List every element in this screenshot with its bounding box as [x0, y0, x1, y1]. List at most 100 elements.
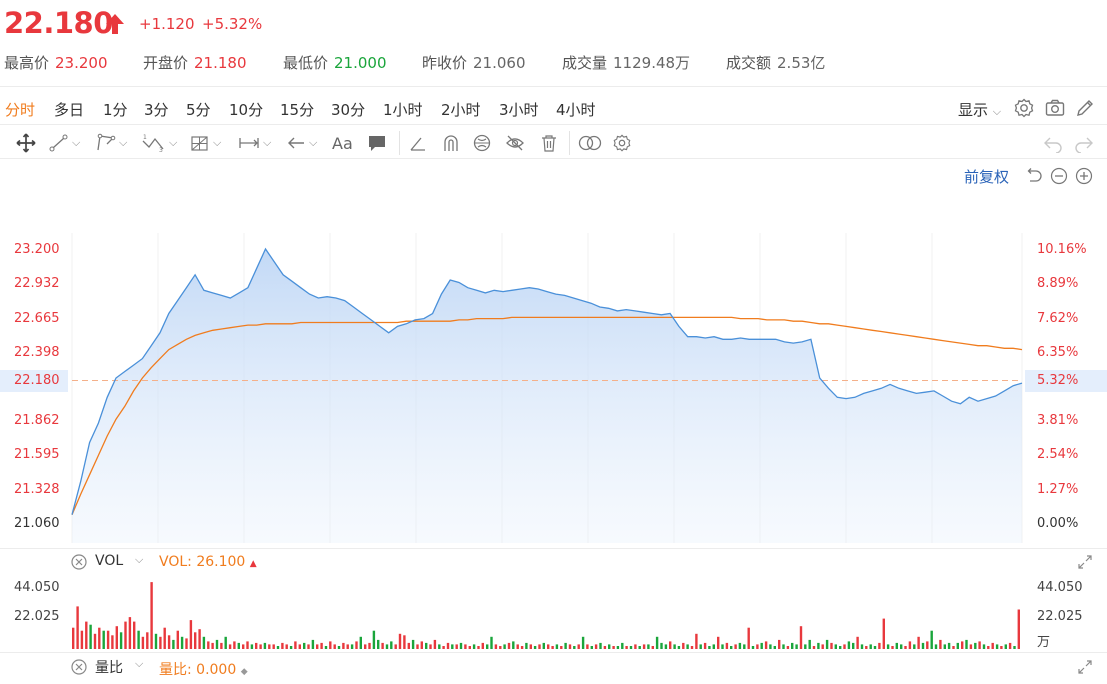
- volume-bar: [512, 641, 515, 649]
- arrow-tool[interactable]: ⌵: [285, 133, 317, 153]
- vol-indicator-value: VOL: 26.100 ▲: [159, 554, 257, 570]
- tab-multi-day[interactable]: 多日: [54, 101, 85, 119]
- volume-bar: [560, 646, 563, 649]
- tab-1min[interactable]: 1分: [103, 101, 128, 119]
- volume-bar: [359, 636, 362, 649]
- tab-2hour[interactable]: 2小时: [441, 101, 481, 119]
- stat-low: 最低价 21.000: [283, 52, 387, 73]
- pencil-icon[interactable]: [1074, 97, 1096, 119]
- volume-bar: [146, 632, 149, 649]
- volume-bar: [285, 644, 288, 649]
- divider: [0, 652, 1107, 653]
- lock-drawings-tool[interactable]: [471, 133, 493, 153]
- volume-bar: [917, 636, 920, 649]
- volume-bar: [420, 641, 423, 649]
- volume-bar: [660, 642, 663, 649]
- camera-icon[interactable]: [1044, 97, 1066, 119]
- volume-chart[interactable]: [0, 578, 1107, 652]
- volume-bar: [799, 626, 803, 649]
- range-tool[interactable]: ⌵: [237, 133, 271, 153]
- stat-label: 成交量: [562, 54, 608, 72]
- tab-intraday[interactable]: 分时: [5, 101, 36, 119]
- tab-15min[interactable]: 15分: [280, 101, 315, 119]
- expand-icon[interactable]: [1076, 658, 1094, 676]
- volume-bar: [987, 646, 990, 649]
- expand-icon[interactable]: [1076, 553, 1094, 571]
- volume-bar: [324, 646, 328, 649]
- measure-tool[interactable]: ⌵: [189, 133, 221, 153]
- compare-tool[interactable]: [577, 133, 603, 153]
- volume-bar: [185, 638, 188, 649]
- volume-bar: [725, 642, 729, 649]
- stat-value: 21.180: [194, 54, 247, 72]
- zoom-in-icon[interactable]: [1074, 166, 1094, 186]
- trendline-tool[interactable]: ⌵: [48, 133, 80, 153]
- hide-drawings-tool[interactable]: [504, 133, 526, 153]
- tab-5min[interactable]: 5分: [186, 101, 211, 119]
- undo-button[interactable]: [1042, 133, 1064, 153]
- volume-bar: [490, 636, 493, 649]
- lock-icon: [473, 134, 491, 152]
- divider: [0, 86, 1107, 87]
- intraday-price-chart[interactable]: [0, 225, 1107, 545]
- volume-bar: [599, 642, 602, 649]
- magnet-tool[interactable]: [440, 133, 462, 153]
- volume-bar: [542, 642, 545, 649]
- volume-bar: [947, 642, 951, 649]
- volume-bar: [350, 644, 354, 649]
- volume-bar: [1008, 642, 1012, 649]
- volume-bar: [677, 646, 681, 649]
- reset-icon[interactable]: [1024, 166, 1044, 186]
- volume-bar: [385, 644, 389, 649]
- close-indicator-icon[interactable]: [70, 658, 88, 676]
- chevron-down-icon[interactable]: ⌵: [135, 657, 144, 670]
- angle-tool[interactable]: [408, 133, 428, 153]
- volume-bar: [211, 642, 214, 649]
- volume-bar: [586, 644, 589, 649]
- tab-3hour[interactable]: 3小时: [499, 101, 539, 119]
- zoom-out-icon[interactable]: [1049, 166, 1069, 186]
- volume-bar: [695, 633, 698, 649]
- volume-bar: [982, 644, 986, 649]
- tab-3min[interactable]: 3分: [144, 101, 169, 119]
- volume-bar: [717, 636, 720, 649]
- volume-bar: [782, 644, 785, 649]
- settings-icon[interactable]: [1013, 97, 1035, 119]
- volume-bar: [904, 646, 907, 649]
- move-tool[interactable]: [14, 133, 38, 153]
- price-axis-label: 22.932: [14, 276, 60, 291]
- close-indicator-icon[interactable]: [70, 553, 88, 571]
- volume-bar: [956, 642, 959, 649]
- tab-1hour[interactable]: 1小时: [383, 101, 423, 119]
- text-tool[interactable]: Aa: [332, 133, 353, 153]
- tab-30min[interactable]: 30分: [331, 101, 366, 119]
- redo-button[interactable]: [1073, 133, 1095, 153]
- volume-bar: [995, 644, 999, 649]
- volume-bar: [603, 646, 607, 649]
- display-dropdown[interactable]: 显示 ⌵: [958, 99, 1001, 120]
- volume-bar: [446, 642, 450, 649]
- volume-bar: [621, 642, 624, 649]
- volume-bar: [629, 646, 633, 649]
- tab-10min[interactable]: 10分: [229, 101, 264, 119]
- volume-bar: [115, 626, 118, 649]
- delete-drawings-tool[interactable]: [538, 133, 560, 153]
- volume-bar: [202, 636, 206, 649]
- volume-bar: [930, 630, 933, 649]
- volume-bar: [594, 644, 598, 649]
- tab-4hour[interactable]: 4小时: [556, 101, 596, 119]
- volume-bar: [852, 642, 855, 649]
- chart-settings-tool[interactable]: [611, 133, 633, 153]
- price-adjust-selector[interactable]: 前复权: [964, 168, 1010, 186]
- compare-circles-icon: [578, 135, 602, 151]
- comment-tool[interactable]: [366, 133, 388, 153]
- volume-bar: [124, 621, 127, 649]
- volume-bar: [481, 642, 484, 649]
- volume-bar: [625, 646, 628, 649]
- volume-bar: [974, 642, 977, 649]
- volume-bar: [869, 644, 872, 649]
- chevron-down-icon[interactable]: ⌵: [135, 553, 144, 566]
- volume-bar: [734, 644, 737, 649]
- channel-tool[interactable]: ⌵: [95, 133, 127, 153]
